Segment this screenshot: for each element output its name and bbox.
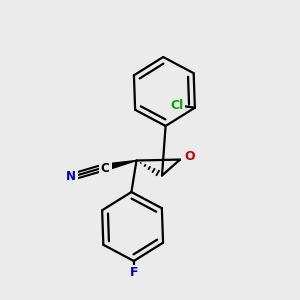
Text: Cl: Cl [171,99,184,112]
Text: O: O [184,150,195,163]
Text: C: C [100,162,109,175]
Text: F: F [130,266,138,279]
Text: N: N [66,170,76,183]
Polygon shape [101,160,136,172]
